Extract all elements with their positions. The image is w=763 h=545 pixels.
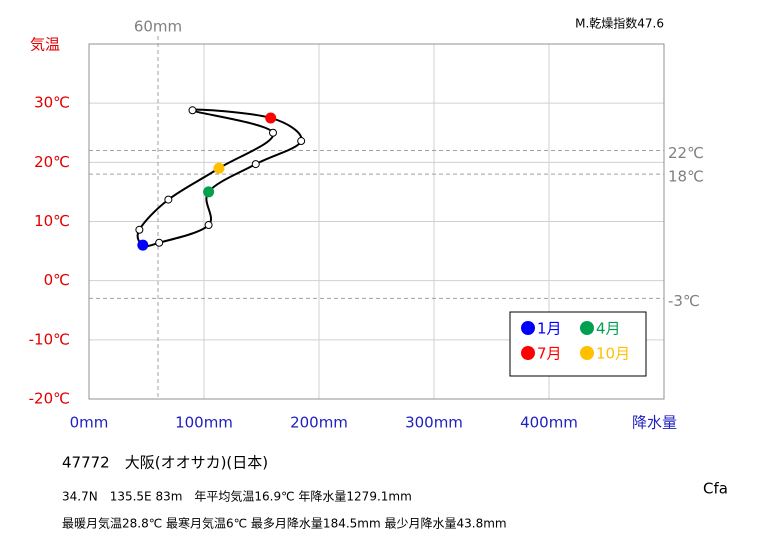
x-tick-label: 400mm [520, 414, 578, 432]
x-tick-label: 100mm [175, 414, 233, 432]
month-marker [164, 195, 173, 204]
reference-label: 18℃ [668, 168, 704, 186]
month-marker [188, 106, 197, 115]
highlight-marker [265, 112, 277, 124]
legend-label: 1月 [537, 320, 562, 338]
month-marker [269, 128, 277, 137]
month-marker [251, 160, 260, 169]
legend-label: 10月 [596, 345, 630, 363]
reference-label: 22℃ [668, 144, 704, 162]
y-axis-label: 気温 [30, 36, 60, 54]
info-line: 最暖月気温28.8℃ 最寒月気温6℃ 最多月降水量184.5mm 最少月降水量4… [62, 516, 507, 531]
x-tick-label: 0mm [70, 414, 109, 432]
x-tick-label: 300mm [405, 414, 463, 432]
x-axis-label: 降水量 [632, 414, 677, 432]
y-tick-label: -10℃ [29, 330, 70, 348]
month-marker [297, 137, 306, 146]
legend-marker [580, 346, 594, 360]
legend-marker [580, 321, 594, 335]
month-marker [155, 238, 164, 247]
highlight-marker [203, 186, 215, 198]
x-tick-label: 200mm [290, 414, 348, 432]
highlight-marker [137, 239, 149, 251]
legend-marker [521, 346, 535, 360]
climate-class: Cfa [703, 480, 728, 498]
y-tick-label: 0℃ [44, 271, 70, 289]
legend-marker [521, 321, 535, 335]
month-marker [204, 221, 213, 230]
corner-note: M.乾燥指数47.6 [575, 16, 664, 31]
y-tick-label: 20℃ [34, 153, 70, 171]
legend-label: 7月 [537, 345, 562, 363]
legend-label: 4月 [596, 320, 621, 338]
info-line: 34.7N 135.5E 83m 年平均気温16.9℃ 年降水量1279.1mm [62, 489, 412, 504]
y-tick-label: 30℃ [34, 94, 70, 112]
y-tick-label: 10℃ [34, 212, 70, 230]
highlight-marker [213, 162, 225, 174]
chart-title: 47772 大阪(オオサカ)(日本) [62, 454, 268, 472]
reference-label: -3℃ [668, 292, 700, 310]
y-tick-label: -20℃ [29, 390, 70, 408]
legend-box [509, 311, 647, 377]
plot-frame [88, 43, 665, 400]
month-marker [135, 225, 144, 234]
reference-label: 60mm [134, 18, 182, 36]
